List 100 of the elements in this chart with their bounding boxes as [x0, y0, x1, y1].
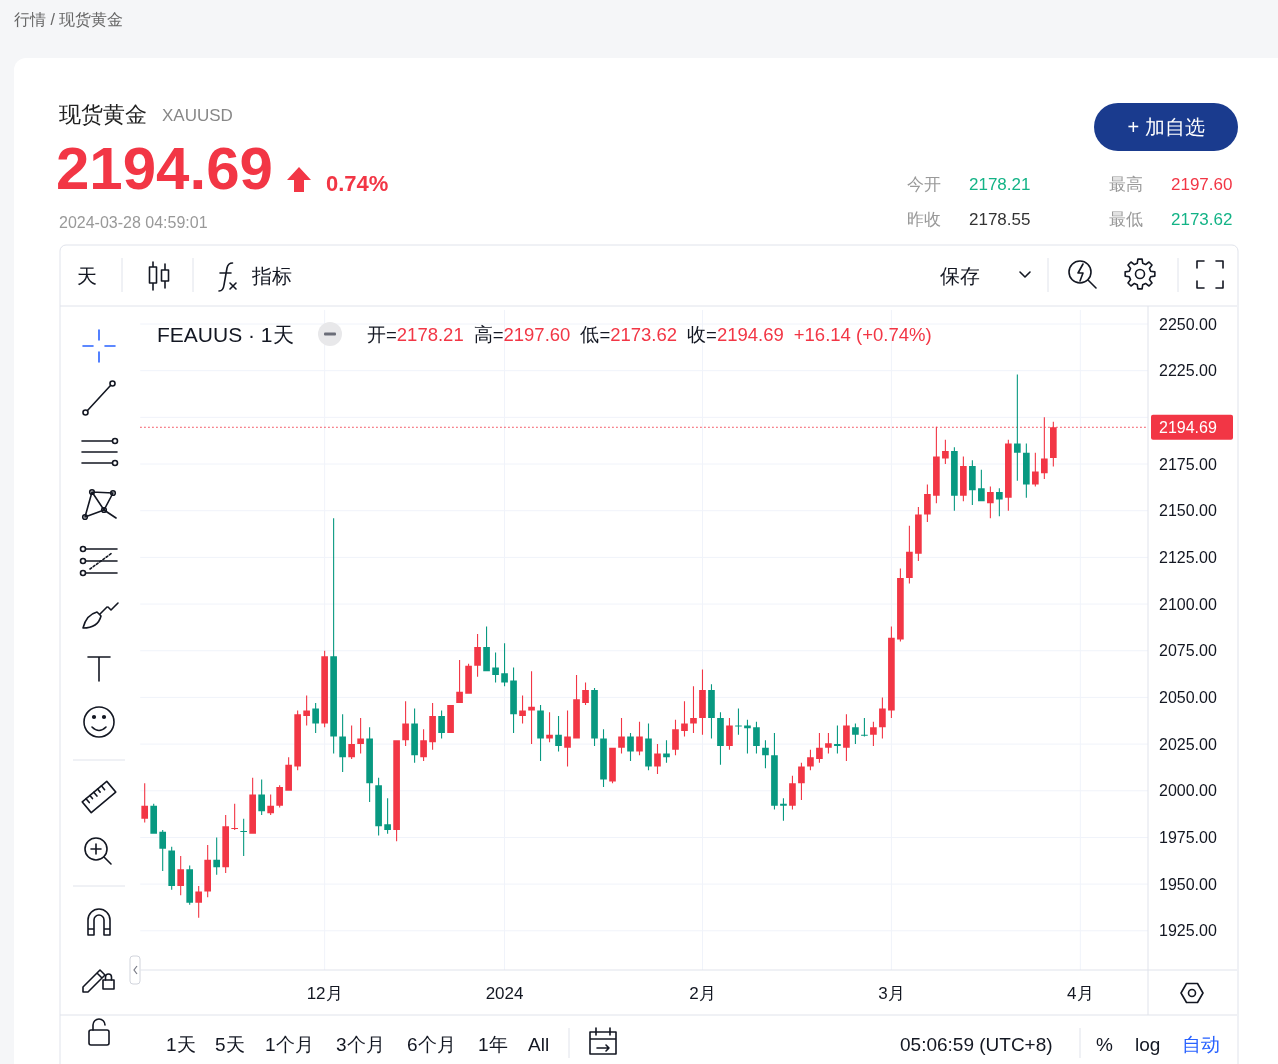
candlestick [735, 708, 742, 735]
candlestick [843, 714, 850, 761]
candlestick [996, 488, 1003, 517]
candlestick [240, 818, 247, 857]
y-tick-label: 2000.00 [1159, 782, 1217, 800]
candlestick [312, 703, 319, 733]
text: 5天 [215, 1034, 245, 1055]
candlestick [906, 525, 913, 584]
annotation: 2194.69 [716, 324, 784, 345]
candlestick [600, 729, 607, 788]
ref-line-label: 2194.69 [1159, 418, 1217, 436]
candlestick [258, 779, 265, 816]
annotation: 2173.62 [610, 324, 678, 345]
candlestick [726, 717, 733, 750]
y-tick-label: 2125.00 [1159, 548, 1217, 566]
candlestick [375, 777, 382, 836]
candlestick [915, 506, 922, 562]
candlestick [636, 721, 643, 756]
candlestick [816, 732, 823, 763]
text: All [528, 1034, 550, 1055]
candlestick [582, 682, 589, 705]
add-button[interactable] [1094, 103, 1238, 151]
candlestick [384, 798, 391, 834]
candlestick [177, 856, 185, 896]
candlestick [870, 721, 877, 746]
candlestick [285, 757, 292, 791]
candlestick [789, 775, 796, 810]
text: 保存 [940, 265, 980, 287]
text: + 加自选 [1127, 116, 1205, 138]
candlestick [690, 686, 697, 733]
candlestick [150, 803, 158, 834]
y-tick-label: 1950.00 [1159, 875, 1217, 893]
candlestick [321, 650, 328, 728]
candlestick [1023, 443, 1030, 498]
candlestick [537, 704, 544, 761]
x-tick-label: 3月 [878, 984, 905, 1003]
candlestick [204, 844, 211, 898]
annotation: 2197.60 [503, 324, 571, 345]
y-tick-label: 2050.00 [1159, 689, 1217, 707]
candlestick [348, 725, 355, 760]
annotation: +16.14 (+0.74%) [793, 324, 932, 345]
y-tick-label: 2175.00 [1159, 455, 1217, 473]
candlestick [330, 518, 337, 754]
candlestick [753, 721, 760, 754]
candlestick [519, 695, 526, 724]
text: % [1096, 1034, 1113, 1055]
candlestick [231, 803, 238, 830]
candlestick [1032, 452, 1039, 487]
text: 最低 [1109, 210, 1143, 229]
text: 1个月 [265, 1034, 314, 1055]
candlestick [438, 710, 445, 739]
x-tick-label: 2024 [485, 984, 524, 1003]
candlestick [222, 815, 229, 873]
text: 2178.21 [969, 175, 1031, 194]
candlestick [771, 732, 778, 810]
x-tick-label: 2月 [689, 984, 716, 1003]
text: 2194.69 [56, 135, 273, 202]
y-tick-label: 2150.00 [1159, 502, 1217, 520]
candlestick [195, 885, 203, 918]
y-tick-label: 1975.00 [1159, 829, 1217, 847]
y-tick-label: 2250.00 [1159, 315, 1217, 333]
text: 05:06:59 (UTC+8) [900, 1034, 1053, 1055]
text: 今开 [907, 175, 941, 194]
candlestick [951, 447, 958, 511]
candlestick [303, 695, 310, 726]
text: 2024-03-28 04:59:01 [59, 214, 208, 231]
candlestick [1005, 439, 1012, 511]
candlestick [987, 486, 994, 519]
candlestick [483, 626, 490, 672]
annotation: 低= [580, 324, 611, 345]
text: 1天 [166, 1034, 196, 1055]
x-tick-label: 12月 [306, 984, 343, 1003]
candlestick [294, 710, 301, 771]
annotation: 开= [367, 324, 397, 345]
candlestick [852, 723, 859, 745]
y-tick-label: 2075.00 [1159, 642, 1217, 660]
candlestick [249, 777, 256, 834]
candlestick [366, 727, 373, 802]
text: 3个月 [336, 1034, 385, 1055]
annotation: 高= [473, 324, 504, 345]
candlestick [573, 675, 580, 739]
candlestick [672, 719, 679, 756]
candlestick [465, 663, 472, 694]
text: 6个月 [407, 1034, 456, 1055]
annotation: FEAUUS · 1天 [157, 323, 294, 346]
candlestick [276, 785, 283, 808]
text: 1年 [478, 1034, 508, 1055]
text: log [1135, 1034, 1161, 1055]
candlestick [708, 684, 715, 739]
candlestick [780, 798, 787, 821]
text: 2197.60 [1171, 175, 1233, 194]
candlestick [897, 568, 904, 642]
annotation: 2178.21 [396, 324, 464, 345]
candlestick [888, 626, 895, 718]
candlestick [645, 723, 652, 771]
chart-title: 现货黄金 [59, 102, 147, 127]
candlestick [420, 729, 427, 761]
text: 2173.62 [1171, 210, 1233, 229]
candlestick [834, 725, 841, 754]
x-tick-label: 4月 [1067, 984, 1094, 1003]
